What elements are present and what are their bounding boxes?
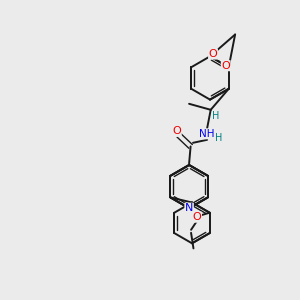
Text: NH: NH [200,129,215,139]
Text: O: O [172,126,181,136]
Text: O: O [221,61,230,71]
Text: N: N [185,203,193,213]
Text: O: O [208,49,217,59]
Text: O: O [193,212,201,222]
Text: H: H [212,111,220,122]
Text: H: H [215,133,222,143]
